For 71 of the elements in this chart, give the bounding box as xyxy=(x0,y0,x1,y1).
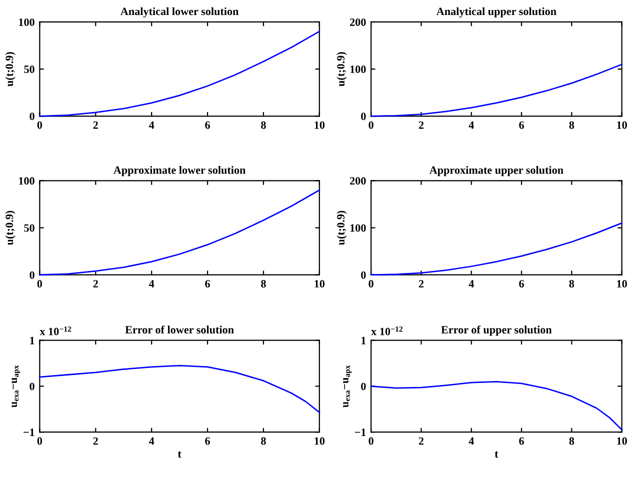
x-tick-label: 0 xyxy=(368,437,374,445)
y-axis-title: u(t;0.9) xyxy=(336,52,347,86)
y-tick-label: −1 xyxy=(354,428,366,436)
x-tick-label: 0 xyxy=(37,437,42,445)
y-tick-label: 100 xyxy=(19,177,34,185)
x-tick-label: 2 xyxy=(418,437,424,445)
y-tick-label: 1 xyxy=(30,336,34,344)
y-tick-label: 200 xyxy=(350,177,366,185)
x-tick-label: 0 xyxy=(368,280,374,288)
y-tick-label: 100 xyxy=(350,224,366,232)
x-tick-label: 8 xyxy=(261,280,266,288)
x-tick-label: 8 xyxy=(569,437,574,445)
x-tick-label: 6 xyxy=(519,437,524,445)
x-tick-label: 0 xyxy=(37,280,42,288)
x-tick-label: 2 xyxy=(93,280,98,288)
x-tick-label: 4 xyxy=(468,280,474,288)
y-tick-label: 50 xyxy=(24,66,34,74)
x-tick-label: 8 xyxy=(569,280,574,288)
x-tick-label: 10 xyxy=(314,280,325,288)
chart-title: Error of lower solution xyxy=(125,326,234,334)
y-axis-title: u(t;0.9) xyxy=(336,210,347,246)
x-tick-label: 6 xyxy=(205,437,210,445)
y-tick-label: −1 xyxy=(24,428,34,436)
x-tick-label: 6 xyxy=(205,280,210,288)
x-tick-label: 4 xyxy=(148,121,154,129)
x-tick-label: 10 xyxy=(617,280,627,288)
line-series xyxy=(38,364,320,414)
x-tick-label: 8 xyxy=(261,437,266,445)
y-tick-label: 0 xyxy=(30,271,34,279)
x-tick-label: 8 xyxy=(261,121,266,129)
y-tick-label: 0 xyxy=(361,112,366,120)
y-tick-label: 0 xyxy=(361,271,366,279)
y-axis-title: u(t;0.9) xyxy=(5,210,16,246)
x-tick-label: 6 xyxy=(205,121,210,129)
y-tick-label: 100 xyxy=(19,18,34,26)
x-axis-title: t xyxy=(494,451,498,458)
x-tick-label: 2 xyxy=(93,437,98,445)
x-tick-label: 4 xyxy=(148,280,154,288)
x-tick-label: 8 xyxy=(569,121,574,129)
x-tick-label: 0 xyxy=(368,121,374,129)
x-tick-label: 10 xyxy=(617,437,627,445)
y-tick-label: 0 xyxy=(361,382,366,390)
x-tick-label: 10 xyxy=(617,121,627,129)
x-tick-label: 6 xyxy=(519,280,524,288)
x-axis-title: t xyxy=(178,451,182,458)
x-tick-label: 0 xyxy=(37,121,42,129)
chart-title: Analytical upper solution xyxy=(436,7,556,18)
chart-title: Error of upper solution xyxy=(441,326,552,336)
y-axis-title: u(t;0.9) xyxy=(5,52,16,86)
y-tick-label: 1 xyxy=(362,336,366,344)
x-tick-label: 2 xyxy=(418,280,424,288)
chart-title: Analytical lower solution xyxy=(120,7,239,18)
y-axis-title: u$_{exa}$−u$_{apx}$ xyxy=(343,365,352,408)
x-tick-label: 4 xyxy=(468,437,474,445)
x-tick-label: 4 xyxy=(468,121,474,129)
text: x 10$^{−12}$ xyxy=(371,326,402,336)
y-tick-label: 0 xyxy=(30,382,34,390)
chart-title: Approximate upper solution xyxy=(429,166,564,176)
x-tick-label: 4 xyxy=(148,437,154,445)
x-tick-label: 2 xyxy=(93,121,98,129)
text: x 10$^{−12}$ xyxy=(40,326,72,336)
chart-title: Approximate lower solution xyxy=(114,166,246,176)
y-tick-label: 200 xyxy=(350,18,366,26)
x-tick-label: 6 xyxy=(519,121,524,129)
y-tick-label: 100 xyxy=(350,66,366,74)
y-axis-title: u$_{exa}$−u$_{apx}$ xyxy=(12,365,20,408)
y-tick-label: 0 xyxy=(30,112,34,120)
y-tick-label: 50 xyxy=(24,224,34,232)
x-tick-label: 2 xyxy=(418,121,424,129)
x-tick-label: 10 xyxy=(314,437,325,445)
x-tick-label: 10 xyxy=(314,121,325,129)
